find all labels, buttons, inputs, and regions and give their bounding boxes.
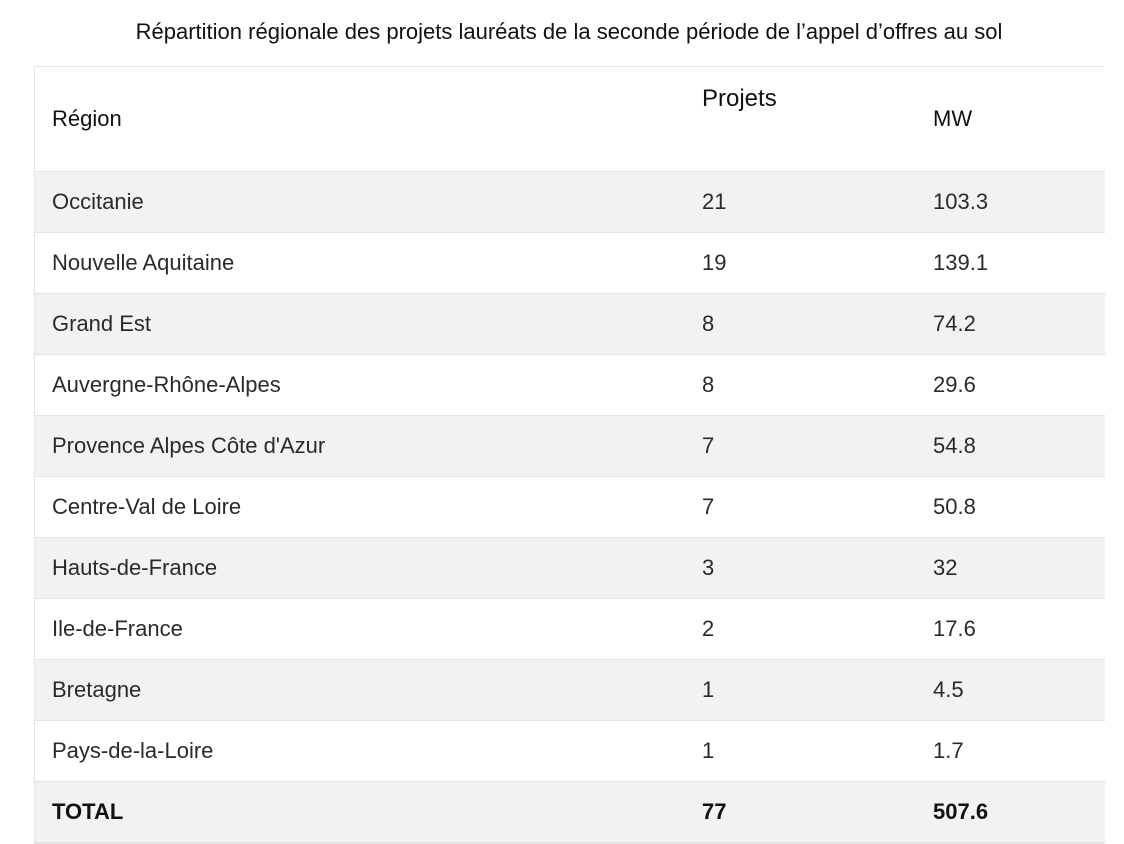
cell-region: Ile-de-France	[35, 598, 685, 660]
table-header: Région Projets MW	[35, 67, 1105, 172]
table-row: Centre-Val de Loire 7 50.8	[35, 476, 1105, 538]
cell-projets: 7	[685, 415, 916, 477]
total-row: TOTAL 77 507.6	[35, 781, 1105, 843]
table-body: Occitanie 21 103.3 Nouvelle Aquitaine 19…	[35, 171, 1105, 782]
cell-mw: 29.6	[916, 354, 1105, 416]
cell-projets: 8	[685, 354, 916, 416]
table-row: Pays-de-la-Loire 1 1.7	[35, 720, 1105, 782]
cell-region: Nouvelle Aquitaine	[35, 232, 685, 294]
cell-mw: 103.3	[916, 171, 1105, 233]
table-row: Nouvelle Aquitaine 19 139.1	[35, 232, 1105, 294]
column-header-region: Région	[35, 67, 685, 172]
cell-mw: 74.2	[916, 293, 1105, 355]
cell-region: Pays-de-la-Loire	[35, 720, 685, 782]
cell-region: Grand Est	[35, 293, 685, 355]
cell-projets: 8	[685, 293, 916, 355]
cell-mw: 1.7	[916, 720, 1105, 782]
total-mw: 507.6	[916, 781, 1105, 843]
cell-mw: 32	[916, 537, 1105, 599]
cell-projets: 3	[685, 537, 916, 599]
regional-table-container: Région Projets MW Occitanie 21 103.3 Nou…	[34, 66, 1105, 844]
cell-mw: 139.1	[916, 232, 1105, 294]
cell-mw: 4.5	[916, 659, 1105, 721]
page-title: Répartition régionale des projets lauréa…	[135, 19, 1003, 44]
cell-projets: 1	[685, 659, 916, 721]
cell-region: Occitanie	[35, 171, 685, 233]
header-row: Région Projets MW	[35, 67, 1105, 172]
cell-region: Hauts-de-France	[35, 537, 685, 599]
cell-mw: 17.6	[916, 598, 1105, 660]
column-header-projets: Projets	[685, 67, 916, 172]
cell-projets: 19	[685, 232, 916, 294]
cell-region: Provence Alpes Côte d'Azur	[35, 415, 685, 477]
table-row: Hauts-de-France 3 32	[35, 537, 1105, 599]
table-row: Occitanie 21 103.3	[35, 171, 1105, 233]
table-row: Provence Alpes Côte d'Azur 7 54.8	[35, 415, 1105, 477]
cell-projets: 2	[685, 598, 916, 660]
table-row: Bretagne 1 4.5	[35, 659, 1105, 721]
cell-projets: 1	[685, 720, 916, 782]
total-projets: 77	[685, 781, 916, 843]
cell-region: Auvergne-Rhône-Alpes	[35, 354, 685, 416]
cell-mw: 50.8	[916, 476, 1105, 538]
table-row: Ile-de-France 2 17.6	[35, 598, 1105, 660]
cell-mw: 54.8	[916, 415, 1105, 477]
cell-projets: 21	[685, 171, 916, 233]
total-label: TOTAL	[35, 781, 685, 843]
table-row: Grand Est 8 74.2	[35, 293, 1105, 355]
regional-projects-table: Région Projets MW Occitanie 21 103.3 Nou…	[35, 67, 1105, 843]
cell-projets: 7	[685, 476, 916, 538]
cell-region: Bretagne	[35, 659, 685, 721]
column-header-mw: MW	[916, 67, 1105, 172]
table-row: Auvergne-Rhône-Alpes 8 29.6	[35, 354, 1105, 416]
table-footer: TOTAL 77 507.6	[35, 781, 1105, 843]
cell-region: Centre-Val de Loire	[35, 476, 685, 538]
